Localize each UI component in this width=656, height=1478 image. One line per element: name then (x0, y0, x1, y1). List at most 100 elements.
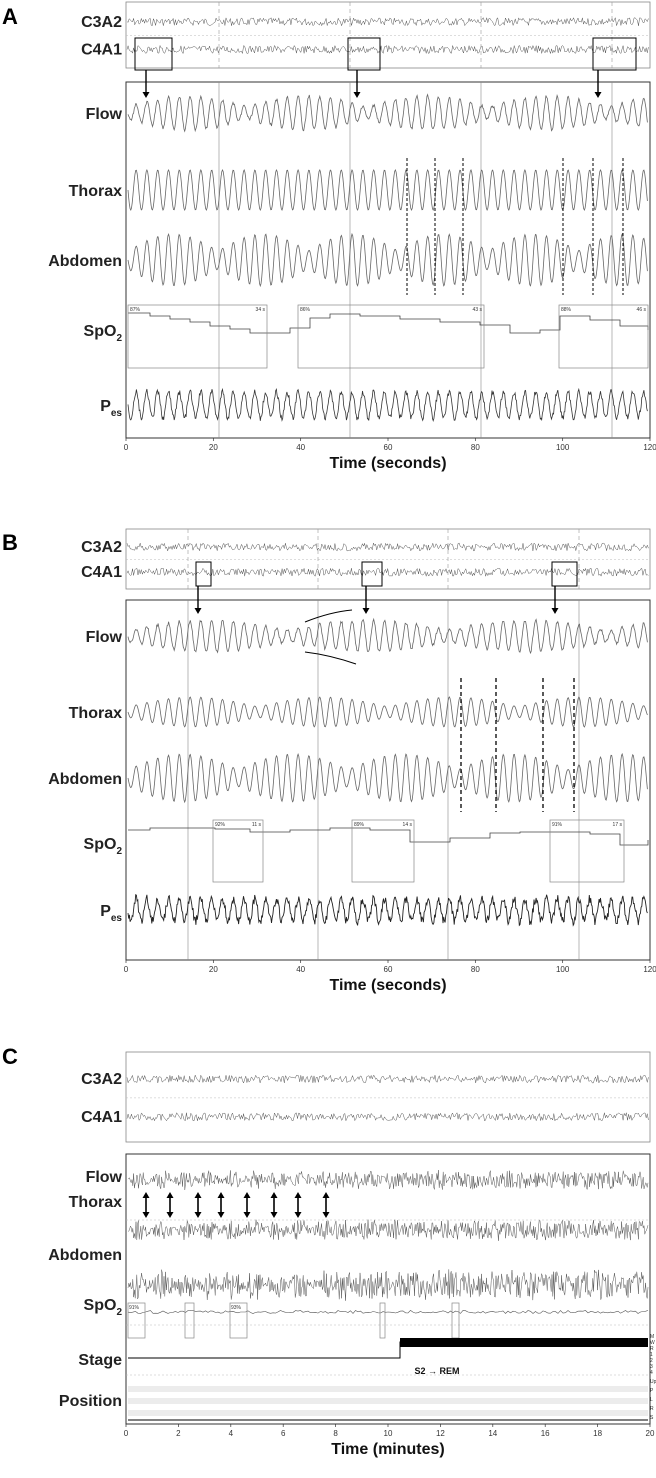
panel-letter: B (2, 530, 18, 555)
x-tick-label: 2 (176, 1429, 181, 1438)
eeg-arousal-box (195, 561, 212, 587)
abdomen-trace (127, 752, 648, 804)
spo2-trace (128, 312, 649, 334)
desat-duration: 14 s (403, 822, 413, 828)
periodic-breathing-arrow-up (217, 1192, 225, 1198)
periodic-breathing-arrow-down (166, 1212, 174, 1218)
desat-box (451, 1302, 460, 1339)
label-abdomen: Abdomen (48, 1247, 122, 1264)
label-spo2-main: SpO (84, 836, 117, 853)
stage-scale-label: M (650, 1334, 654, 1340)
eeg-trace-c4a1 (126, 1112, 649, 1122)
desat-nadir: 88% (561, 307, 572, 313)
flow-bracket-top (304, 609, 353, 623)
label-pes: Pes (100, 398, 122, 419)
eeg-arousal-box (134, 37, 173, 71)
periodic-breathing-arrow-down (322, 1212, 330, 1218)
periodic-breathing-arrow-up (194, 1192, 202, 1198)
panel-A: A C3A2 C4A1 0 20 40 60 80 100 120 Time (seconds) Fl… (2, 1, 656, 472)
stage-scale-label: 1 (650, 1352, 653, 1358)
flow-trace (127, 93, 648, 133)
arousal-arrow-head (194, 608, 202, 614)
desat-duration: 43 s (473, 307, 483, 313)
x-tick-label: 6 (281, 1429, 286, 1438)
pes-trace (127, 387, 648, 423)
label-pes-main: P (100, 398, 111, 415)
desat-duration: 17 s (613, 822, 623, 828)
label-thorax: Thorax (69, 705, 122, 722)
label-spo2: SpO2 (84, 836, 123, 857)
position-band (128, 1386, 648, 1392)
x-axis-label: Time (seconds) (329, 455, 446, 472)
x-tick-label: 40 (296, 965, 305, 974)
desat-duration: 46 s (637, 307, 647, 313)
x-tick-label: 80 (471, 443, 480, 452)
x-tick-label: 120 (643, 443, 656, 452)
label-pes-sub: es (111, 913, 123, 924)
desat-box (127, 1302, 146, 1339)
stage-scale-label: 2 (650, 1358, 653, 1364)
label-flow: Flow (86, 106, 123, 123)
arousal-arrow (194, 586, 202, 614)
signal-box (125, 81, 651, 439)
abdomen-trace (127, 232, 648, 288)
arousal-arrow (594, 70, 602, 98)
label-spo2-sub: 2 (116, 333, 122, 344)
x-tick-label: 10 (384, 1429, 393, 1438)
x-tick-label: 20 (646, 1429, 655, 1438)
arousal-arrow (551, 586, 559, 614)
desat-box (184, 1302, 195, 1339)
eeg-trace-c3a2 (126, 542, 649, 552)
x-tick-label: 100 (556, 965, 570, 974)
periodic-breathing-arrow-up (243, 1192, 251, 1198)
x-axis-label: Time (seconds) (329, 977, 446, 994)
arousal-arrow-head (551, 608, 559, 614)
periodic-breathing-arrow (294, 1192, 302, 1218)
label-flow: Flow (86, 629, 123, 646)
label-thorax: Thorax (69, 1194, 122, 1211)
periodic-breathing-arrow (322, 1192, 330, 1218)
eeg-arousal-box (347, 37, 381, 71)
desat-box (229, 1302, 248, 1339)
label-spo2-sub: 2 (116, 1307, 122, 1318)
stage-scale-label: 4 (650, 1370, 653, 1376)
position-band (128, 1398, 648, 1404)
periodic-breathing-arrow-down (217, 1212, 225, 1218)
flow-bracket-bottom (304, 651, 357, 665)
label-stage: Stage (78, 1352, 122, 1369)
thorax-trace (127, 696, 648, 728)
eeg-box (125, 528, 651, 590)
desat-box (379, 1302, 386, 1339)
eeg-arousal-box (551, 561, 578, 587)
desat-nadir: 92% (215, 822, 226, 828)
position-scale-label: P (650, 1388, 654, 1394)
label-c4a1: C4A1 (81, 42, 122, 59)
thorax-trace (127, 1218, 649, 1241)
stage-scale-label: W (650, 1340, 655, 1346)
position-scale-label: L (650, 1397, 653, 1403)
label-abdomen: Abdomen (48, 253, 122, 270)
x-tick-label: 14 (488, 1429, 497, 1438)
label-c3a2: C3A2 (81, 539, 122, 556)
abdomen-trace (127, 1269, 649, 1301)
eeg-box (125, 1, 651, 69)
stage-scale-label: R (650, 1346, 654, 1352)
pes-trace (127, 894, 648, 927)
x-tick-label: 20 (209, 965, 218, 974)
periodic-breathing-arrow-down (243, 1212, 251, 1218)
arousal-arrow-head (142, 92, 150, 98)
desat-box (351, 819, 415, 883)
periodic-breathing-arrow-down (294, 1212, 302, 1218)
label-spo2-main: SpO (84, 1297, 117, 1314)
panel-letter: C (2, 1044, 18, 1069)
desat-nadir: 91% (129, 1305, 140, 1311)
panel-letter: A (2, 4, 18, 29)
eeg-arousal-box (361, 561, 383, 587)
arousal-arrow-head (594, 92, 602, 98)
periodic-breathing-arrow (243, 1192, 251, 1218)
label-abdomen: Abdomen (48, 771, 122, 788)
periodic-breathing-arrow-up (270, 1192, 278, 1198)
desat-nadir: 87% (130, 307, 141, 313)
